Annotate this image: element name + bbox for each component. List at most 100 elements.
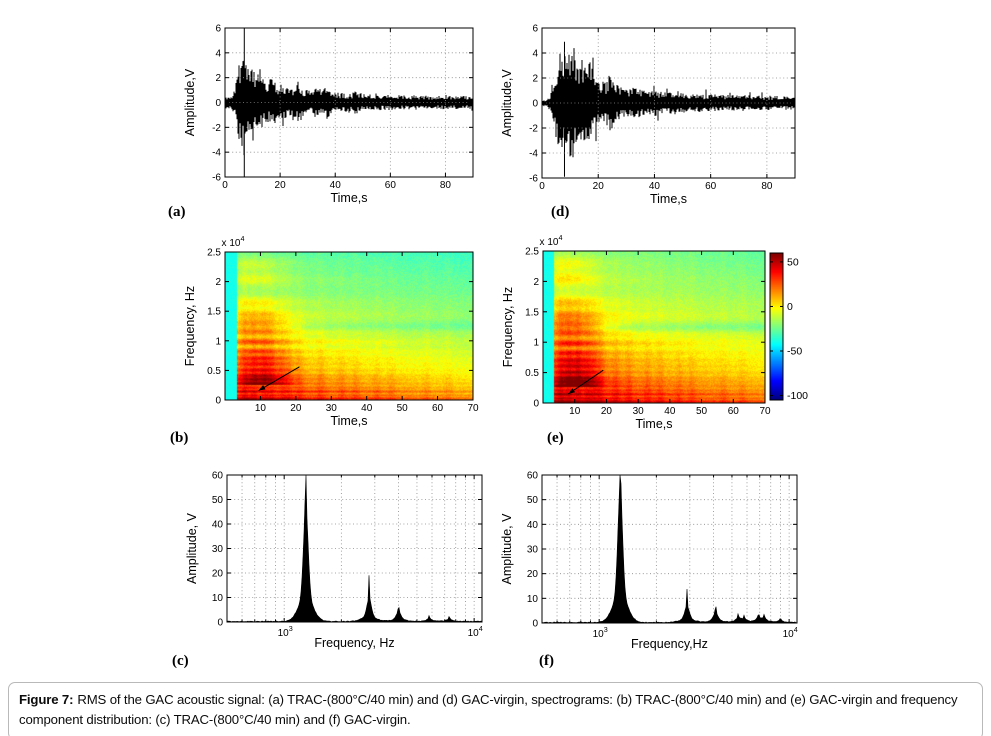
- figure-caption-text: RMS of the GAC acoustic signal: (a) TRAC…: [19, 692, 958, 727]
- svg-text:2: 2: [533, 277, 539, 288]
- svg-text:-2: -2: [529, 124, 538, 135]
- a-ylabel: Amplitude,V: [183, 68, 197, 136]
- svg-text:0: 0: [217, 618, 223, 629]
- svg-text:104: 104: [468, 624, 483, 639]
- svg-text:10: 10: [569, 406, 581, 417]
- svg-text:30: 30: [212, 544, 224, 555]
- svg-text:6: 6: [532, 24, 538, 35]
- svg-text:0: 0: [539, 181, 545, 192]
- svg-text:50: 50: [397, 403, 409, 414]
- svg-text:50: 50: [527, 495, 539, 506]
- svg-text:104: 104: [783, 625, 798, 640]
- svg-text:2.5: 2.5: [525, 247, 539, 258]
- svg-text:40: 40: [664, 406, 676, 417]
- svg-text:60: 60: [527, 471, 539, 482]
- svg-text:60: 60: [728, 406, 740, 417]
- arrow-annotation-e: [568, 369, 604, 395]
- svg-text:0: 0: [532, 99, 538, 110]
- figure-caption-label: Figure 7:: [19, 692, 74, 707]
- svg-text:30: 30: [326, 403, 338, 414]
- svg-text:40: 40: [361, 403, 373, 414]
- plot-d-grid: [542, 28, 795, 178]
- svg-text:103: 103: [593, 625, 608, 640]
- svg-text:20: 20: [212, 569, 224, 580]
- e-xlabel: Time,s: [635, 417, 672, 431]
- plot-f-grid: [542, 475, 797, 623]
- b-xlabel: Time,s: [330, 414, 367, 428]
- svg-text:0: 0: [532, 619, 538, 630]
- svg-text:10: 10: [255, 403, 267, 414]
- svg-text:0: 0: [215, 98, 221, 109]
- svg-text:20: 20: [275, 180, 287, 191]
- svg-text:-4: -4: [529, 149, 538, 160]
- svg-text:50: 50: [212, 495, 224, 506]
- svg-text:4: 4: [532, 49, 538, 60]
- svg-text:10: 10: [527, 594, 539, 605]
- spectrum-c: [226, 474, 483, 623]
- svg-text:20: 20: [290, 403, 302, 414]
- svg-text:60: 60: [385, 180, 397, 191]
- svg-text:2: 2: [532, 74, 538, 85]
- svg-text:40: 40: [330, 180, 342, 191]
- spectrogram-b-image: [225, 252, 473, 400]
- svg-text:20: 20: [527, 569, 539, 580]
- colorbar-tick--50: -50: [787, 346, 802, 358]
- a-xlabel: Time,s: [330, 191, 367, 205]
- f-ylabel: Amplitude, V: [500, 513, 514, 585]
- svg-text:2: 2: [215, 73, 221, 84]
- svg-text:-4: -4: [212, 148, 221, 159]
- svg-text:0: 0: [222, 180, 228, 191]
- spectrum-f: [541, 474, 798, 624]
- f-xlabel: Frequency,Hz: [631, 637, 708, 651]
- c-ylabel: Amplitude, V: [185, 512, 199, 584]
- plot-f-frame: 103 104 0 10 20 30 40 50 60 Frequency,Hz Amplitude…: [500, 471, 798, 652]
- svg-text:1.5: 1.5: [207, 307, 221, 318]
- d-xlabel: Time,s: [650, 192, 687, 206]
- plot-a-frame: 0 20 40 60 80 -6 -4 -2 0 2 4 6 Time,s Amplitude,V: [183, 24, 474, 205]
- plot-e-frame: 10 20 30 40 50 60 70 0 0.5 1 1.5 2 2.5 Time,s Frequenc…: [501, 233, 771, 431]
- svg-text:-2: -2: [212, 123, 221, 134]
- plot-a: [224, 28, 474, 177]
- svg-text:80: 80: [761, 181, 773, 192]
- svg-text:70: 70: [759, 406, 771, 417]
- svg-text:20: 20: [601, 406, 613, 417]
- svg-text:1.5: 1.5: [525, 307, 539, 318]
- d-ylabel: Amplitude,V: [500, 69, 514, 137]
- svg-text:60: 60: [432, 403, 444, 414]
- plot-d: [541, 41, 796, 177]
- svg-text:80: 80: [440, 180, 452, 191]
- svg-text:20: 20: [593, 181, 605, 192]
- colorbar-tick--100: -100: [787, 390, 808, 402]
- b-ylabel: Frequency, Hz: [183, 286, 197, 366]
- svg-text:60: 60: [212, 471, 224, 482]
- svg-text:40: 40: [527, 520, 539, 531]
- plot-f: [541, 474, 798, 624]
- svg-text:40: 40: [212, 520, 224, 531]
- svg-text:70: 70: [467, 403, 479, 414]
- svg-text:0.5: 0.5: [525, 368, 539, 379]
- panel-label-d: (d): [551, 204, 570, 220]
- svg-text:2.5: 2.5: [207, 248, 221, 259]
- panel-label-b: (b): [170, 430, 189, 446]
- svg-text:50: 50: [696, 406, 708, 417]
- e-y-exponent: x 104: [540, 233, 563, 248]
- waveform-a: [224, 60, 474, 156]
- svg-text:60: 60: [705, 181, 717, 192]
- colorbar-tick-0: 0: [787, 301, 793, 313]
- svg-text:-6: -6: [212, 173, 221, 184]
- spectrogram-e-image: [543, 251, 765, 403]
- svg-text:1: 1: [533, 338, 539, 349]
- svg-text:-6: -6: [529, 174, 538, 185]
- b-y-exponent: x 104: [222, 234, 245, 249]
- svg-text:10: 10: [212, 593, 224, 604]
- svg-text:4: 4: [215, 48, 221, 59]
- svg-text:1: 1: [215, 336, 221, 347]
- arrow-annotation-b: [258, 366, 300, 391]
- colorbar: 50 0 -50 -100: [769, 252, 808, 402]
- panel-label-e: (e): [547, 430, 564, 446]
- plot-c-frame: 103 104 0 10 20 30 40 50 60 Frequency, Hz Amplitud…: [185, 471, 483, 651]
- svg-text:0: 0: [215, 396, 221, 407]
- panel-label-c: (c): [172, 653, 189, 669]
